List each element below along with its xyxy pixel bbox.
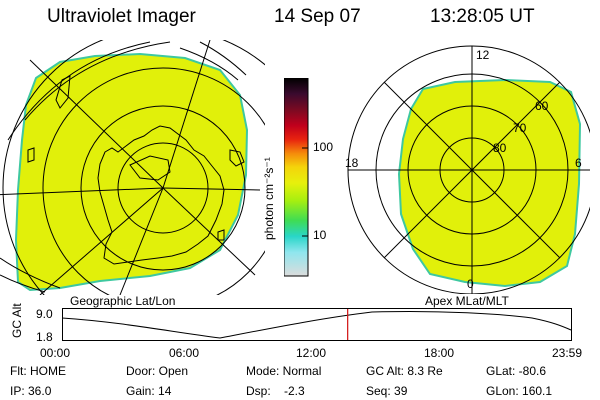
mlt-label-6: 6 xyxy=(575,156,582,170)
status-ip: IP: 36.0 xyxy=(10,384,52,398)
status-glon: GLon: 160.1 xyxy=(486,384,553,398)
colorbar-tick-10: 10 xyxy=(313,228,327,242)
status-seq: Seq: 39 xyxy=(366,384,408,398)
status-mode: Mode: Normal xyxy=(246,364,322,378)
instrument-title: Ultraviolet Imager xyxy=(47,6,196,27)
colorbar-unit-label: photon cm⁻²s⁻¹ xyxy=(262,157,276,240)
x-tick-1200: 12:00 xyxy=(296,346,327,360)
status-dsp: Dsp: -2.3 xyxy=(246,384,305,398)
timeline-y-top: 9.0 xyxy=(36,307,53,321)
intensity-colorbar xyxy=(284,78,309,277)
timeline-axis-title: GC Alt xyxy=(10,303,24,338)
aurora-region xyxy=(397,78,582,288)
apex-caption: Apex MLat/MLT xyxy=(425,294,509,308)
lat-label-80: 80 xyxy=(493,141,507,155)
colorbar-tick-100: 100 xyxy=(313,140,334,154)
lat-label-60: 60 xyxy=(535,99,549,113)
geographic-map xyxy=(0,40,265,295)
x-tick-2359: 23:59 xyxy=(552,346,583,360)
timeline-y-bottom: 1.8 xyxy=(36,330,53,344)
geographic-caption: Geographic Lat/Lon xyxy=(70,294,176,308)
status-glat: GLat: -80.6 xyxy=(486,364,547,378)
gc-altitude-timeline xyxy=(62,308,572,341)
status-gain: Gain: 14 xyxy=(126,384,172,398)
aurora-region xyxy=(14,52,249,292)
mlt-label-18: 18 xyxy=(345,156,359,170)
x-tick-0600: 06:00 xyxy=(169,346,200,360)
mlt-label-0: 0 xyxy=(467,277,474,291)
lat-label-70: 70 xyxy=(513,121,527,135)
mlt-label-12: 12 xyxy=(476,48,490,62)
apex-mlat-mlt-plot: 12 18 6 0 60 70 80 xyxy=(345,45,590,294)
x-tick-1800: 18:00 xyxy=(424,346,455,360)
x-tick-0000: 00:00 xyxy=(40,346,71,360)
status-door: Door: Open xyxy=(126,364,189,378)
coastline xyxy=(97,125,225,265)
status-flt: Flt: HOME xyxy=(10,364,66,378)
observation-date: 14 Sep 07 xyxy=(274,6,361,27)
observation-time: 13:28:05 UT xyxy=(430,6,535,27)
status-gc-alt: GC Alt: 8.3 Re xyxy=(366,364,443,378)
